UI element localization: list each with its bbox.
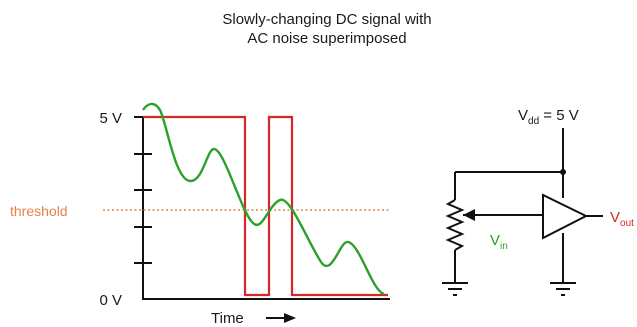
title-line-1: Slowly-changing DC signal with	[222, 11, 431, 28]
junction-dot	[560, 169, 566, 175]
ground-icon	[442, 282, 468, 296]
x-axis-label: Time	[211, 310, 244, 327]
threshold-label: threshold	[10, 203, 68, 219]
noisy-signal-waveform	[142, 102, 385, 296]
circuit: Vdd = 5 V	[442, 107, 634, 296]
vin-label: Vin	[490, 232, 508, 252]
potentiometer-icon	[445, 199, 475, 251]
wires	[454, 128, 603, 282]
ground-icon	[550, 282, 576, 296]
title-line-2: AC noise superimposed	[247, 30, 406, 47]
vout-label: Vout	[610, 209, 634, 229]
digital-output-waveform	[143, 115, 388, 297]
comparator-icon	[542, 193, 589, 240]
vdd-label: Vdd = 5 V	[518, 107, 579, 127]
y-bottom-label: 0 V	[99, 292, 122, 309]
y-top-label: 5 V	[99, 110, 122, 127]
right-arrow-icon	[266, 313, 296, 323]
graph-axes	[142, 117, 390, 300]
